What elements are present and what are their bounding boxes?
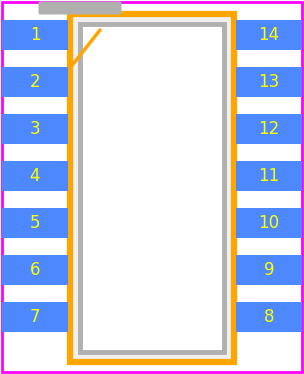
Text: 10: 10: [258, 214, 280, 232]
Bar: [236, 208, 302, 238]
Bar: [236, 114, 302, 144]
Text: 14: 14: [258, 26, 280, 44]
Text: 1: 1: [30, 26, 40, 44]
Bar: [236, 255, 302, 285]
Bar: [2, 302, 68, 332]
Bar: [2, 67, 68, 97]
Text: 3: 3: [30, 120, 40, 138]
Bar: [2, 208, 68, 238]
Bar: [2, 114, 68, 144]
Text: 7: 7: [30, 308, 40, 326]
Bar: [236, 67, 302, 97]
Text: 4: 4: [30, 167, 40, 185]
Text: 2: 2: [30, 73, 40, 91]
Text: 12: 12: [258, 120, 280, 138]
Bar: [80, 24, 224, 352]
Bar: [2, 20, 68, 50]
Bar: [2, 255, 68, 285]
Text: 13: 13: [258, 73, 280, 91]
FancyBboxPatch shape: [39, 1, 122, 15]
Text: 6: 6: [30, 261, 40, 279]
Bar: [236, 302, 302, 332]
Text: 9: 9: [264, 261, 274, 279]
Bar: [2, 161, 68, 191]
Bar: [236, 20, 302, 50]
Text: 11: 11: [258, 167, 280, 185]
Bar: [70, 14, 234, 362]
Bar: [236, 161, 302, 191]
Text: 8: 8: [264, 308, 274, 326]
Text: 5: 5: [30, 214, 40, 232]
